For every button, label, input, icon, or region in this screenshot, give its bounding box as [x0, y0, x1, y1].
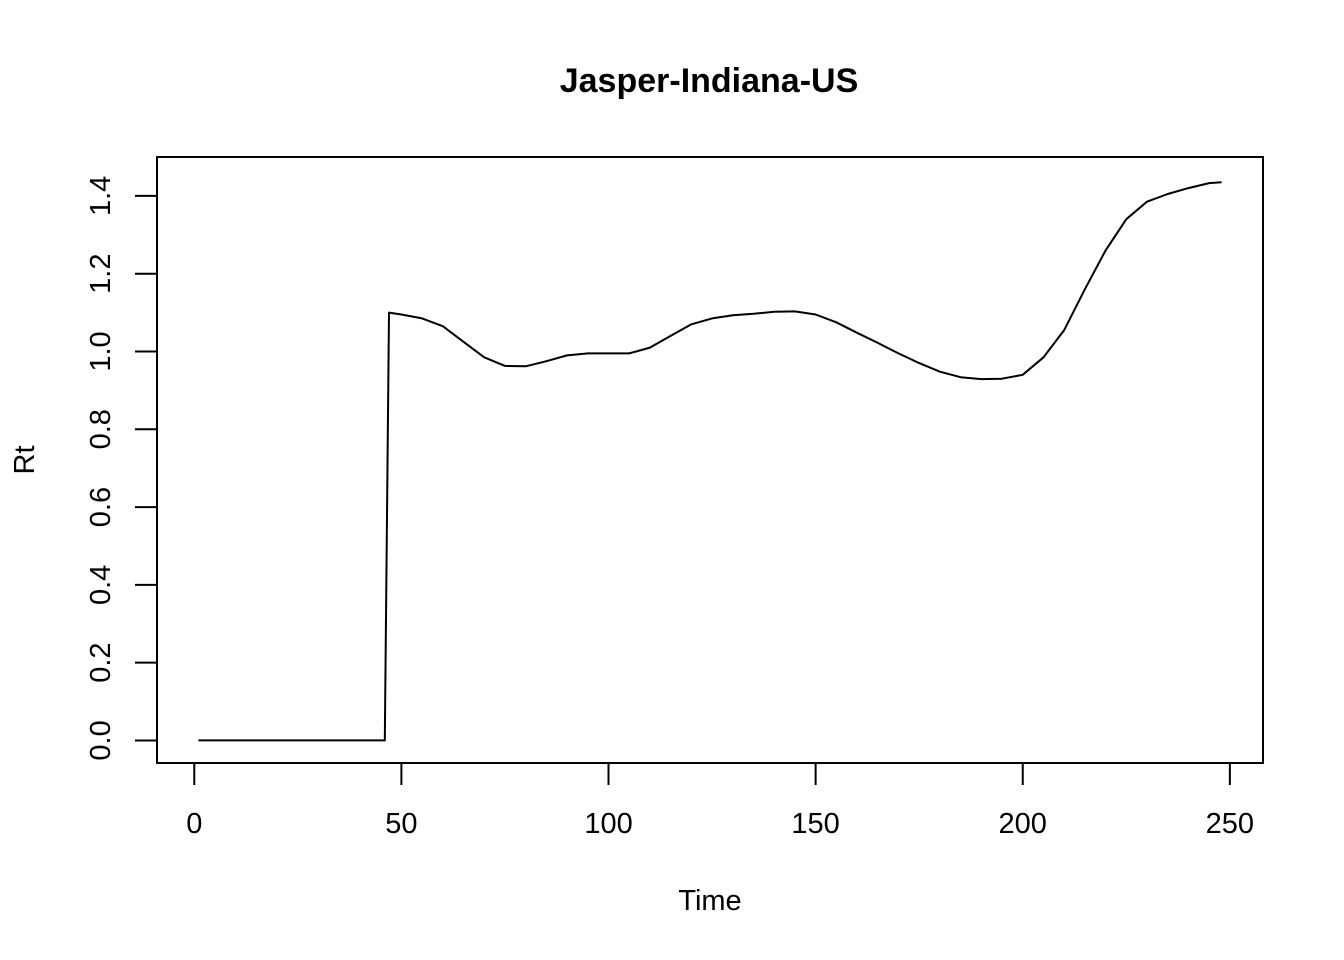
y-tick-label: 0.4: [85, 565, 117, 605]
chart-title: Jasper-Indiana-US: [560, 62, 859, 100]
y-tick-label: 0.6: [85, 487, 117, 527]
x-tick-label: 250: [1206, 808, 1254, 840]
x-axis-label: Time: [678, 885, 741, 917]
plot-frame: [156, 156, 1264, 764]
x-tick-label: 100: [584, 808, 632, 840]
x-tick-label: 150: [791, 808, 839, 840]
y-axis-label: Rt: [9, 446, 41, 475]
y-axis: 0.0 0.2 0.4 0.6 0.8 1.0 1.2 1.4: [85, 176, 158, 761]
y-tick-label: 0.0: [85, 720, 117, 760]
rt-series-line: [198, 181, 1222, 742]
y-tick-label: 1.0: [85, 331, 117, 371]
y-tick-label: 0.8: [85, 409, 117, 449]
x-tick-label: 50: [385, 808, 417, 840]
x-tick-label: 0: [186, 808, 202, 840]
y-tick-label: 0.2: [85, 642, 117, 682]
x-tick-label: 200: [999, 808, 1047, 840]
y-tick-label: 1.2: [85, 254, 117, 294]
y-tick-label: 1.4: [85, 176, 117, 216]
x-axis: 0 50 100 150 200 250: [186, 762, 1254, 840]
